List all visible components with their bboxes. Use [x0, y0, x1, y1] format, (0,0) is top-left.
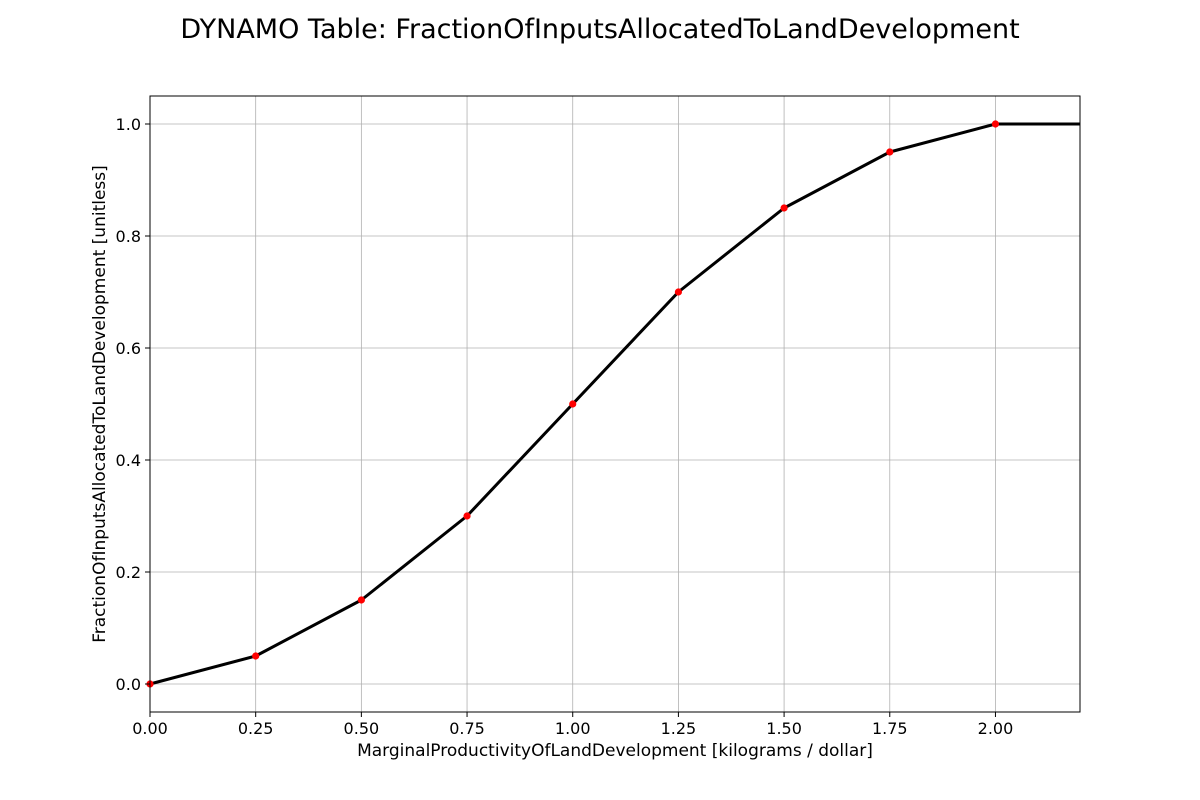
- data-point: [674, 288, 683, 296]
- tick-labels: 0.00 0.25 0.50 0.75 1.00 1.25 1.50 1.75 2.00 0.0 0…: [116, 115, 1014, 738]
- series-line-group: [149, 122, 1080, 686]
- x-tick-label: 1.50: [766, 719, 802, 738]
- data-points: [146, 120, 1000, 688]
- data-point: [252, 652, 260, 660]
- y-tick-label: 0.0: [116, 675, 141, 694]
- x-tick-label: 1.25: [661, 719, 697, 738]
- x-tick-label: 0.75: [449, 719, 485, 738]
- data-point: [886, 148, 894, 156]
- y-tick-label: 0.4: [116, 451, 141, 470]
- x-tick-label: 2.00: [978, 719, 1014, 738]
- data-point: [463, 512, 471, 520]
- grid: [149, 96, 1080, 712]
- y-axis-label: FractionOfInputsAllocatedToLandDevelopme…: [90, 165, 110, 643]
- x-tick-label: 1.00: [555, 719, 591, 738]
- x-tick-label: 0.00: [132, 719, 168, 738]
- data-point: [357, 596, 365, 604]
- x-axis-label: MarginalProductivityOfLandDevelopment [k…: [357, 741, 873, 761]
- chart-title: DYNAMO Table: FractionOfInputsAllocatedT…: [180, 14, 1019, 45]
- data-point: [780, 204, 788, 212]
- plot-frame: [149, 95, 1081, 713]
- y-tick-label: 0.6: [116, 339, 141, 358]
- data-point: [991, 120, 1000, 128]
- x-tick-label: 1.75: [872, 719, 908, 738]
- y-tick-label: 0.2: [116, 563, 141, 582]
- y-tick-label: 1.0: [116, 115, 141, 134]
- series-line: [149, 122, 1080, 686]
- y-tick-label: 0.8: [116, 227, 141, 246]
- x-tick-label: 0.50: [344, 719, 380, 738]
- data-point: [569, 400, 577, 408]
- x-tick-label: 0.25: [238, 719, 274, 738]
